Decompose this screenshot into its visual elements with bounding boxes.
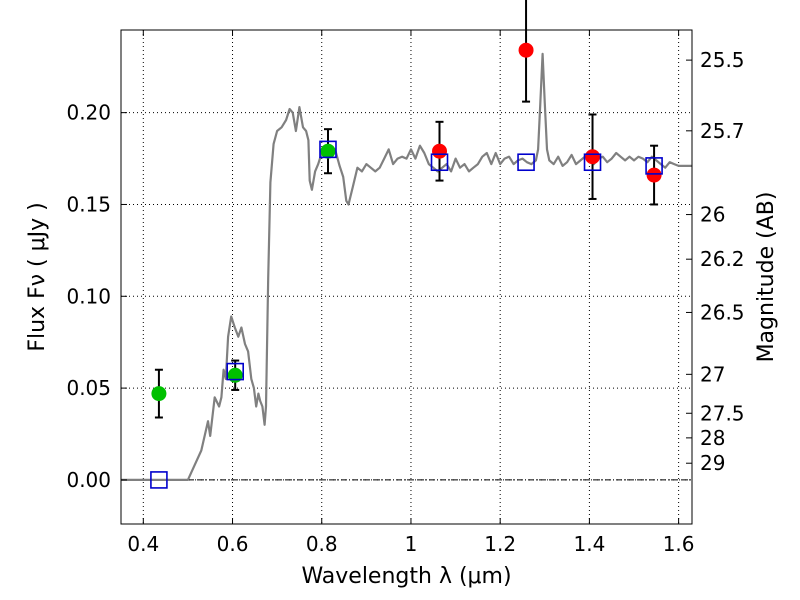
data-point xyxy=(518,42,534,58)
y-axis-label: Flux Fν ( μJy ) xyxy=(25,202,50,351)
x-tick-label: 1.2 xyxy=(484,532,516,556)
right-tick-label: 26.5 xyxy=(700,300,745,324)
model-point xyxy=(319,140,337,159)
right-tick-label: 27 xyxy=(700,362,725,386)
model-point xyxy=(517,153,535,172)
right-tick-label: 28 xyxy=(700,426,725,450)
x-tick-label: 0.6 xyxy=(217,532,249,556)
grid-layer xyxy=(121,30,692,524)
data-point xyxy=(585,149,601,165)
x-tick-label: 1 xyxy=(405,532,418,556)
x-tick-label: 1.4 xyxy=(573,532,605,556)
data-point xyxy=(432,143,448,159)
model-spectrum-line xyxy=(121,52,692,481)
y-tick-label: 0.15 xyxy=(66,192,111,216)
x-tick-label: 1.6 xyxy=(663,532,695,556)
right-tick-label: 25.7 xyxy=(700,119,745,143)
series-layer xyxy=(121,0,692,489)
right-tick-label: 29 xyxy=(700,451,725,475)
data-point xyxy=(320,143,336,159)
plot-frame xyxy=(120,29,693,525)
y-tick-label: 0.10 xyxy=(66,284,111,308)
data-point xyxy=(646,167,662,183)
data-point xyxy=(227,367,243,383)
y-axis-right-label: Magnitude (AB) xyxy=(754,192,779,363)
x-axis-label: Wavelength λ (μm) xyxy=(301,564,511,589)
x-tick-label: 0.4 xyxy=(127,532,159,556)
y-tick-label: 0.20 xyxy=(66,101,111,125)
model-point xyxy=(645,157,663,175)
right-tick-label: 25.5 xyxy=(700,48,745,72)
right-tick-label: 26.2 xyxy=(700,247,745,271)
data-point xyxy=(151,386,167,402)
right-tick-label: 27.5 xyxy=(700,401,745,425)
right-tick-label: 26 xyxy=(700,203,725,227)
model-point xyxy=(226,362,244,381)
ticks-layer: 0.4 0.6 0.8 1 1.2 1.4 1.6 0.00 0.05 0.10 0.15 0.20 2… xyxy=(66,30,745,556)
model-point xyxy=(430,153,449,172)
y-tick-label: 0.00 xyxy=(66,468,111,492)
model-point xyxy=(150,471,168,489)
y-tick-label: 0.05 xyxy=(66,376,111,400)
x-tick-label: 0.8 xyxy=(306,532,338,556)
model-point xyxy=(583,153,602,172)
